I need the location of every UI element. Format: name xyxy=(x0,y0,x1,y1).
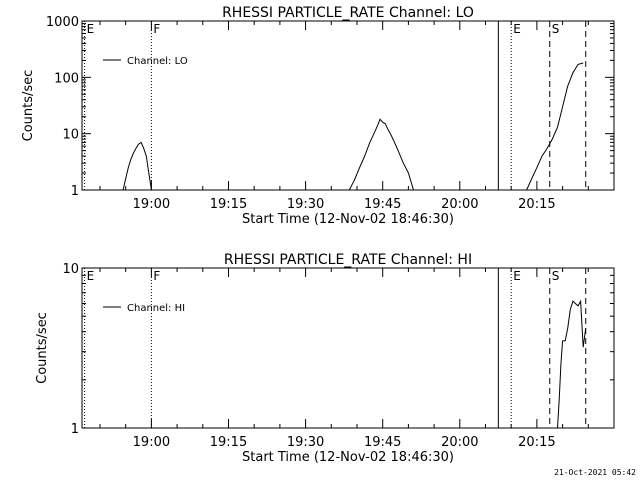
time-marker-label: F xyxy=(153,22,160,36)
series-group xyxy=(122,62,584,190)
y-tick-label: 1000 xyxy=(46,15,79,30)
data-line xyxy=(122,141,152,190)
y-axis-label: Counts/sec xyxy=(21,70,36,142)
x-tick-label: 19:45 xyxy=(364,197,401,212)
chart-title: RHESSI PARTICLE_RATE Channel: HI xyxy=(224,252,472,268)
plot-frame xyxy=(81,267,615,429)
time-marker-label: E xyxy=(513,269,521,283)
y-tick-label: 1 xyxy=(71,184,79,199)
x-axis-label: Start Time (12-Nov-02 18:46:30) xyxy=(242,450,454,465)
time-marker-label: E xyxy=(87,22,95,36)
x-tick-label: 19:15 xyxy=(210,435,247,450)
time-marker-label: E xyxy=(87,269,95,283)
x-tick-label: 20:00 xyxy=(441,435,478,450)
generation-timestamp: 21-Oct-2021 05:42 xyxy=(554,468,636,477)
series-group xyxy=(557,299,587,428)
x-tick-label: 19:00 xyxy=(133,197,170,212)
data-line xyxy=(526,62,584,190)
x-tick-label: 19:30 xyxy=(287,435,324,450)
data-line xyxy=(557,299,587,428)
x-tick-label: 20:15 xyxy=(518,435,555,450)
y-tick-label: 10 xyxy=(62,262,79,277)
time-marker-label: E xyxy=(513,22,521,36)
data-line xyxy=(348,118,414,190)
x-tick-label: 19:00 xyxy=(133,435,170,450)
plot-frame xyxy=(81,20,615,191)
x-axis-label: Start Time (12-Nov-02 18:46:30) xyxy=(242,212,454,227)
time-marker-label: S xyxy=(552,269,560,283)
legend-label: Channel: HI xyxy=(127,303,185,314)
y-tick-label: 10 xyxy=(62,128,79,143)
x-tick-label: 20:00 xyxy=(441,197,478,212)
y-tick-label: 100 xyxy=(54,71,79,86)
time-marker-label: S xyxy=(552,22,560,36)
x-tick-label: 19:30 xyxy=(287,197,324,212)
x-tick-label: 20:15 xyxy=(518,197,555,212)
y-axis-label: Counts/sec xyxy=(35,312,50,384)
legend-label: Channel: LO xyxy=(127,56,188,67)
time-marker-label: F xyxy=(153,269,160,283)
chart-title: RHESSI PARTICLE_RATE Channel: LO xyxy=(222,5,474,21)
x-tick-label: 19:15 xyxy=(210,197,247,212)
x-tick-label: 19:45 xyxy=(364,435,401,450)
y-tick-label: 1 xyxy=(71,422,79,437)
